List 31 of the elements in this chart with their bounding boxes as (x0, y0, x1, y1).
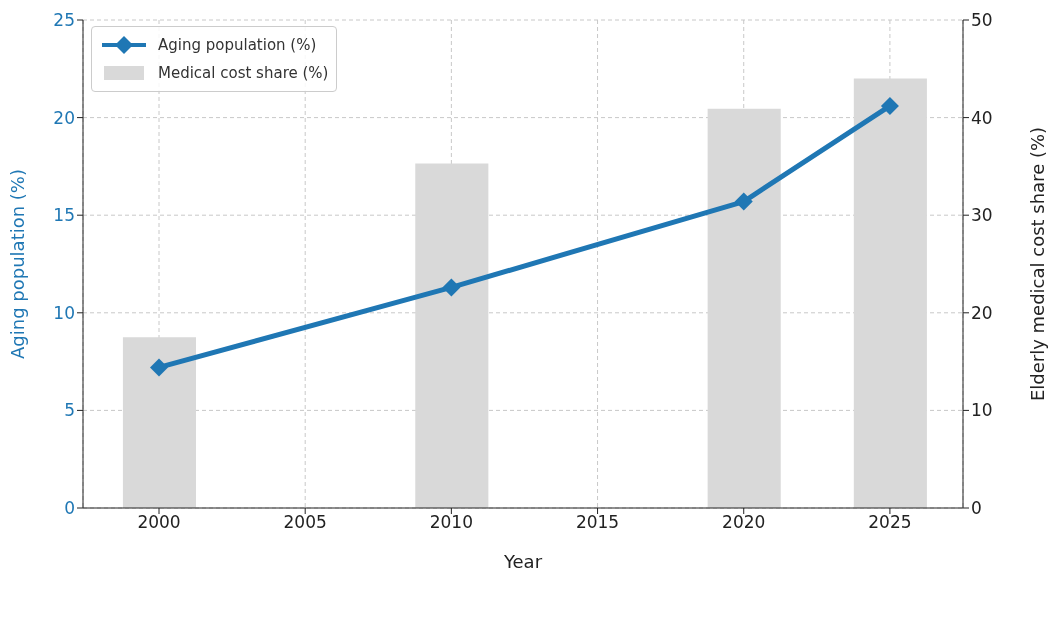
x-tick-label: 2015 (575, 512, 620, 533)
x-tick-label: 2005 (283, 512, 327, 533)
y2-tick-label: 40 (971, 107, 993, 128)
y-tick-label: 5 (64, 400, 75, 421)
y2-tick-label: 0 (971, 498, 982, 519)
point (880, 96, 899, 115)
y-axis-title: Aging population (%) (7, 169, 29, 359)
bar (122, 337, 197, 508)
x-axis-title: Year (502, 551, 543, 572)
point (734, 192, 753, 211)
point (442, 278, 461, 297)
y2-tick-label: 10 (971, 400, 993, 421)
x-tick-label: 2000 (137, 512, 181, 533)
y-tick-label: 15 (53, 205, 75, 226)
y-tick-label: 25 (53, 10, 75, 31)
y2-tick-label: 30 (971, 205, 993, 226)
y2-tick-label: 50 (971, 10, 993, 31)
bar (415, 163, 489, 508)
x-tick-label: 2025 (868, 512, 912, 533)
bar (853, 78, 927, 508)
legend-label: Medical cost share (%) (158, 64, 329, 82)
x-tick-label: 2020 (722, 512, 766, 533)
y2-tick-label: 20 (971, 302, 993, 323)
y-tick-label: 20 (53, 107, 75, 128)
y2-axis-title: Elderly medical cost share (%) (1027, 126, 1049, 402)
x-tick-label: 2010 (429, 512, 473, 533)
legend-label: Aging population (%) (158, 36, 317, 54)
y-tick-label: 0 (64, 498, 75, 519)
y-tick-label: 10 (53, 302, 75, 323)
bar (707, 108, 781, 508)
point (150, 358, 169, 377)
